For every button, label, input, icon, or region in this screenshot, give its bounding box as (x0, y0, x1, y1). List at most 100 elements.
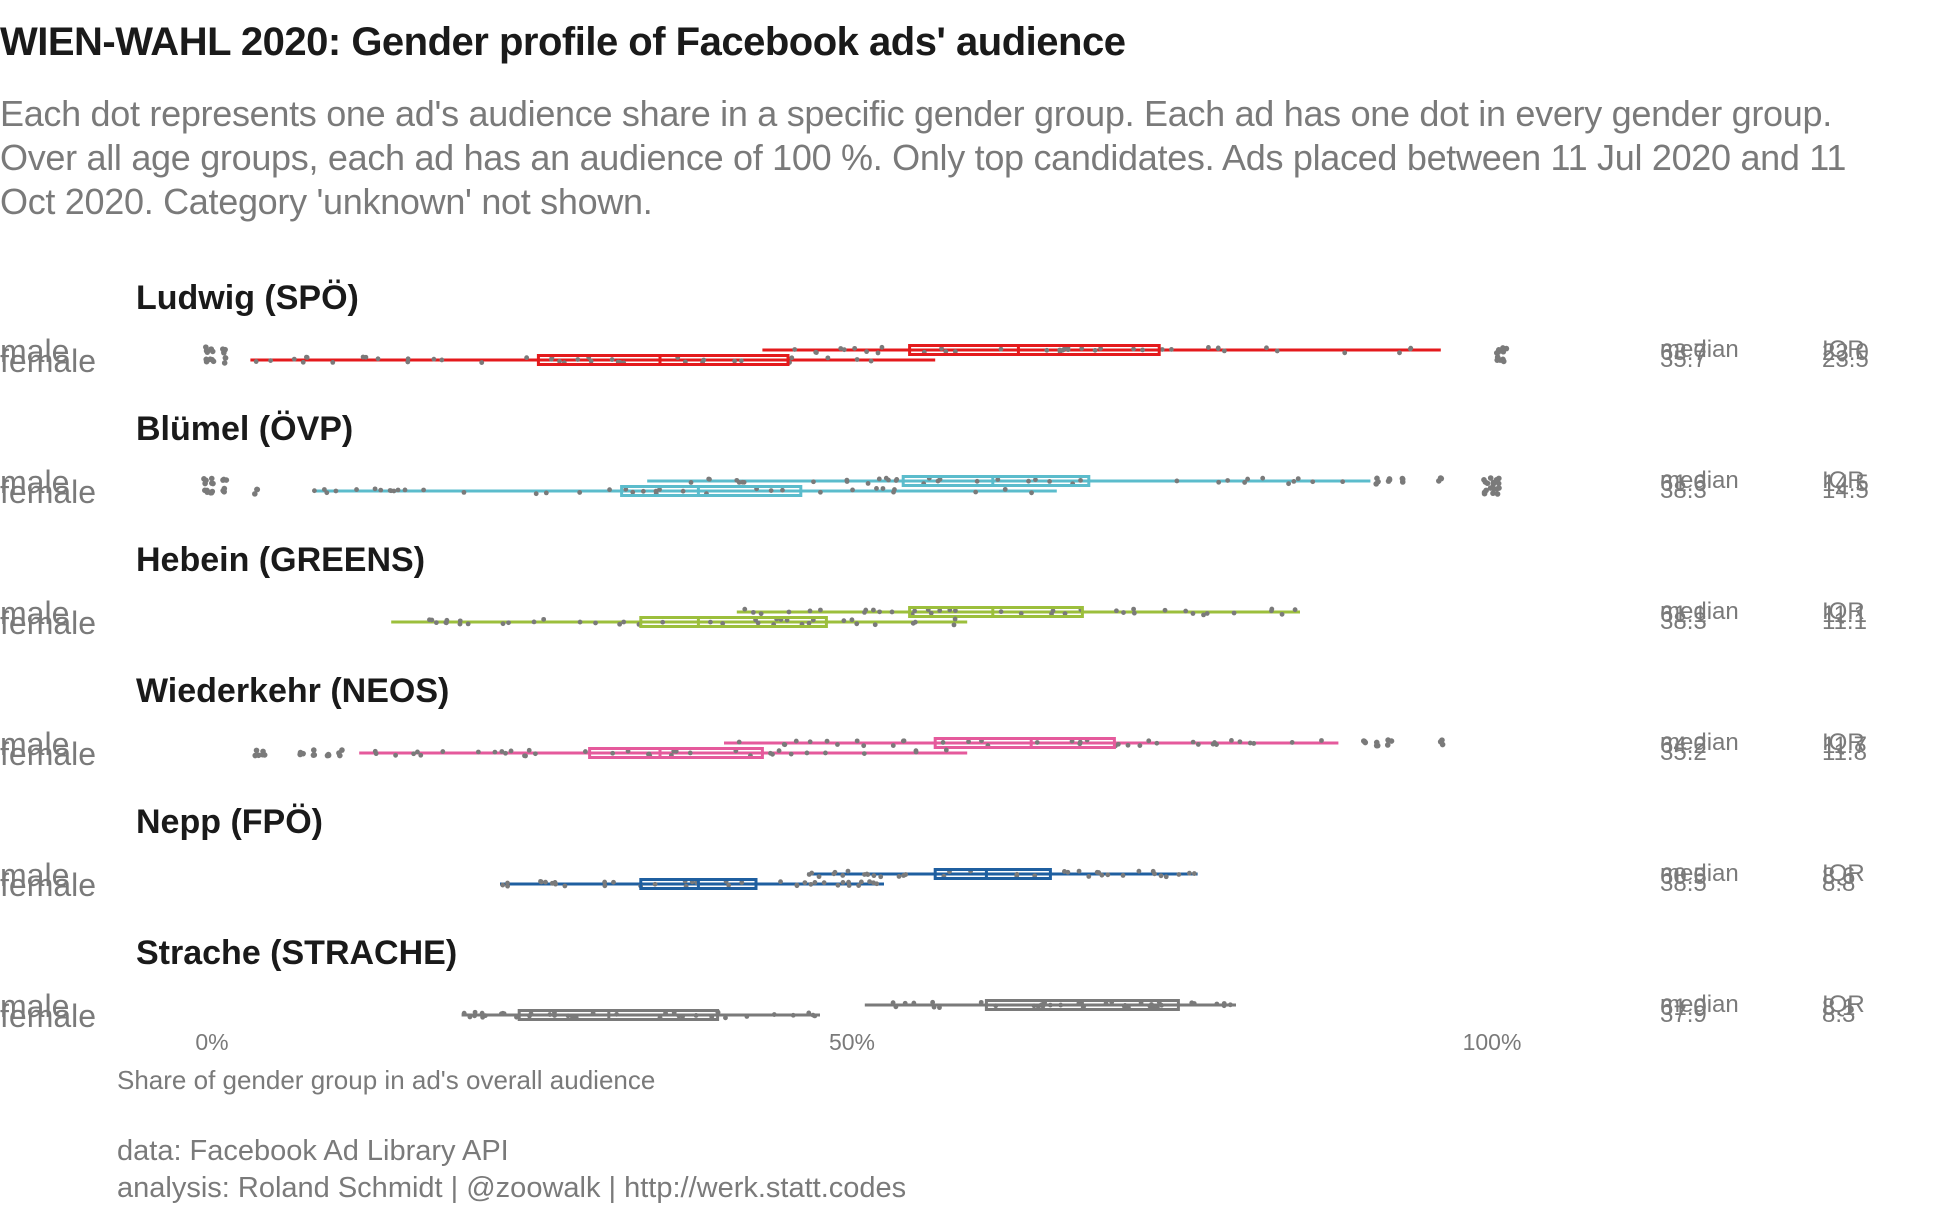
data-point (891, 489, 896, 495)
data-point (912, 608, 918, 614)
outlier-point (1484, 480, 1491, 487)
data-point (1040, 1003, 1046, 1009)
data-point (676, 1013, 682, 1019)
data-point (930, 999, 936, 1005)
median-value: 64.2 (1660, 732, 1707, 759)
data-point (1407, 346, 1413, 352)
data-point (562, 883, 568, 889)
outlier-point (1438, 475, 1445, 482)
data-point (575, 357, 581, 362)
data-point (1140, 347, 1145, 353)
gender-label-female: female (0, 474, 96, 510)
data-point (1269, 606, 1275, 612)
outlier-point (203, 344, 209, 350)
x-tick-label: 50% (829, 1029, 875, 1055)
data-point (388, 488, 394, 494)
data-point (393, 752, 398, 758)
median-value: 61.1 (1660, 601, 1707, 628)
data-point (865, 481, 871, 486)
data-point (821, 880, 827, 886)
iqr-value: 11.1 (1822, 601, 1867, 628)
data-point (324, 490, 330, 496)
data-point (693, 1013, 699, 1018)
data-point (871, 873, 877, 879)
data-point (1237, 739, 1243, 745)
data-point (1158, 873, 1164, 879)
data-point (778, 879, 783, 885)
data-point (1035, 1004, 1041, 1010)
data-point (1094, 869, 1100, 875)
data-point (901, 873, 906, 878)
data-point (375, 356, 381, 362)
data-point (680, 1014, 686, 1019)
data-point (871, 607, 876, 613)
data-point (611, 879, 616, 885)
data-point (1065, 347, 1071, 353)
data-point (804, 750, 810, 756)
data-point (1002, 486, 1008, 492)
data-point (900, 738, 906, 744)
data-point (877, 609, 882, 615)
data-point (312, 488, 317, 494)
data-point (1215, 346, 1221, 352)
data-point (886, 477, 891, 483)
data-point (993, 1003, 999, 1009)
data-point (1034, 740, 1040, 745)
data-point (1206, 345, 1211, 350)
data-point (1026, 478, 1031, 484)
data-point (1247, 740, 1253, 746)
outlier-point (1490, 490, 1496, 497)
outlier-point (1360, 738, 1367, 744)
data-point (253, 359, 259, 364)
data-point (1201, 612, 1206, 618)
data-point (973, 489, 979, 495)
gender-label-male: male (0, 595, 69, 631)
data-point (1062, 611, 1068, 617)
data-point (844, 479, 850, 484)
data-point (1125, 742, 1131, 748)
outlier-point (208, 475, 215, 482)
data-point (864, 349, 869, 355)
data-point (840, 873, 846, 878)
data-point (771, 1012, 777, 1017)
iqr-label: IQR (1822, 598, 1865, 625)
outlier-point (337, 752, 343, 759)
data-point (852, 345, 858, 351)
outlier-point (1487, 485, 1494, 491)
panel-title: Ludwig (SPÖ) (136, 279, 359, 317)
data-point (609, 357, 615, 362)
outlier-point (1374, 475, 1380, 482)
iqr-box (536, 354, 790, 366)
data-point (841, 618, 847, 624)
data-point (1078, 477, 1083, 483)
data-point (657, 487, 662, 492)
iqr-value: 11.7 (1822, 732, 1867, 759)
gender-label-male: male (0, 857, 69, 893)
data-point (291, 356, 297, 362)
outlier-point (202, 480, 208, 487)
data-point (479, 1010, 485, 1016)
data-point (879, 344, 885, 350)
data-point (874, 486, 879, 491)
chart-title: WIEN-WAHL 2020: Gender profile of Facebo… (0, 20, 1126, 64)
data-point (1152, 871, 1157, 877)
data-point (1136, 868, 1142, 874)
data-point (1092, 347, 1098, 353)
data-point (739, 880, 745, 885)
data-point (893, 1004, 899, 1010)
data-point (500, 621, 506, 627)
data-point (1186, 870, 1192, 876)
data-point (867, 879, 872, 885)
data-point (1047, 479, 1053, 484)
data-point (552, 1013, 557, 1018)
data-point (492, 749, 498, 755)
data-point (928, 610, 934, 616)
iqr-box (933, 868, 1052, 880)
data-point (590, 1010, 596, 1016)
data-point (790, 1012, 796, 1018)
data-point (1274, 348, 1280, 354)
data-point (444, 617, 450, 623)
data-point (1058, 1002, 1064, 1008)
data-point (439, 357, 445, 363)
data-point (861, 743, 867, 749)
